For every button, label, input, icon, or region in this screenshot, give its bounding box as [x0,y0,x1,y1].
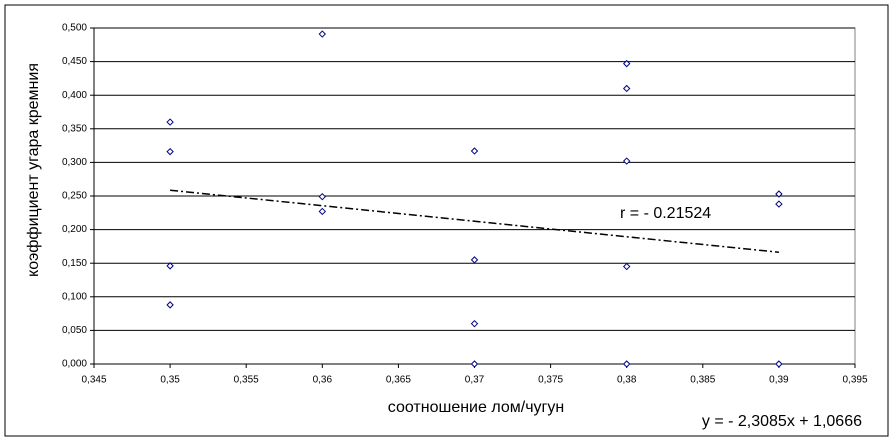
x-tick-label: 0,365 [386,375,411,386]
trendline-equation: y = - 2,3085x + 1,0666 [702,413,862,430]
trendline [170,189,779,254]
y-tick-label: 0,000 [62,359,87,370]
y-axis-label: коэффициент угара кремния [25,63,42,277]
x-tick-label: 0,39 [769,375,789,386]
point [622,360,631,368]
point [470,319,479,328]
y-tick-label: 0,450 [62,56,87,67]
x-tick-label: 0,345 [81,375,106,386]
x-tick-label: 0,385 [690,375,715,386]
point [470,147,479,155]
x-tick-label: 0,38 [617,375,637,386]
point [622,262,631,271]
y-tick-label: 0,150 [62,258,87,269]
x-tick-label: 0,355 [234,375,259,386]
point [622,59,631,68]
point [775,360,783,368]
point [318,207,327,216]
x-tick-label: 0,37 [465,375,485,386]
y-tick-label: 0,500 [62,23,87,34]
point [166,262,174,270]
point [318,30,327,38]
point [166,301,174,309]
point [470,360,479,368]
x-tick-label: 0,36 [313,375,333,386]
y-tick-label: 0,400 [62,90,87,101]
point [622,84,631,93]
point [166,147,174,156]
point [166,118,174,126]
point [775,190,783,198]
y-tick-label: 0,250 [62,191,87,202]
point [775,200,783,208]
y-tick-label: 0,050 [62,325,87,336]
y-tick-label: 0,300 [62,157,87,168]
y-tick-label: 0,200 [62,224,87,235]
y-tick-label: 0,100 [62,291,87,302]
x-tick-label: 0,395 [842,375,867,386]
point [318,192,327,201]
x-tick-label: 0,35 [160,375,180,386]
annotation: r = - 0.21524 [620,205,711,222]
point [622,157,631,165]
point [470,256,479,264]
x-axis-label: соотношение лом/чугун [388,399,564,416]
y-tick-label: 0,350 [62,123,87,134]
x-tick-label: 0,375 [538,375,563,386]
